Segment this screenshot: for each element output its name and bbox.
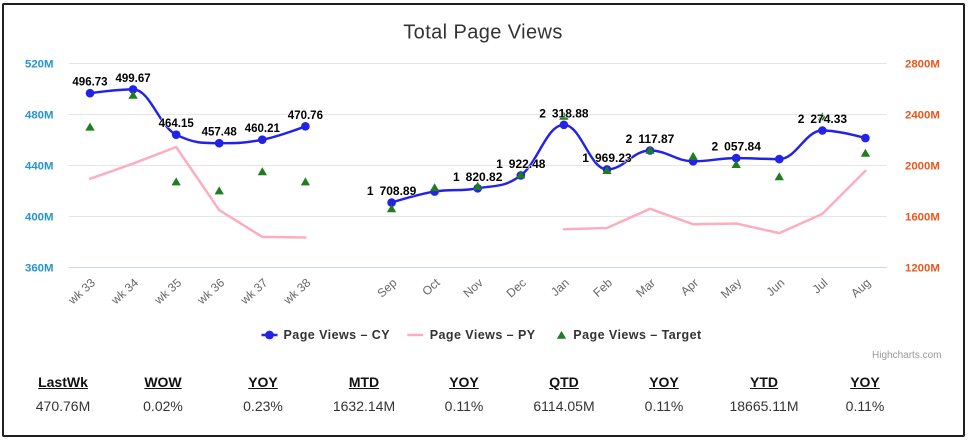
svg-text:2 274.33: 2 274.33 [798, 112, 848, 126]
svg-text:1200M: 1200M [905, 263, 940, 275]
svg-text:wk 38: wk 38 [280, 275, 314, 307]
svg-text:Sep: Sep [374, 275, 399, 300]
svg-text:2 117.87: 2 117.87 [626, 132, 675, 146]
svg-text:2400M: 2400M [905, 110, 940, 122]
svg-text:460.21: 460.21 [245, 123, 281, 135]
svg-text:wk 37: wk 37 [237, 275, 271, 307]
svg-text:Feb: Feb [590, 275, 615, 299]
svg-text:520M: 520M [25, 59, 54, 71]
svg-text:wk 34: wk 34 [108, 275, 142, 307]
svg-text:1 820.82: 1 820.82 [453, 170, 503, 184]
svg-text:499.67: 499.67 [116, 73, 151, 85]
svg-text:496.73: 496.73 [72, 77, 107, 89]
svg-text:Nov: Nov [460, 276, 485, 301]
svg-text:440M: 440M [25, 161, 54, 173]
svg-text:1600M: 1600M [905, 212, 940, 224]
svg-text:480M: 480M [25, 110, 54, 122]
svg-text:wk 36: wk 36 [194, 275, 228, 307]
svg-text:wk 35: wk 35 [151, 275, 185, 307]
svg-text:Oct: Oct [419, 275, 443, 298]
svg-text:Page Views – CY: Page Views – CY [284, 328, 391, 342]
svg-text:Jun: Jun [764, 276, 788, 299]
svg-text:Total Page Views: Total Page Views [403, 22, 562, 44]
svg-text:Page Views – PY: Page Views – PY [430, 328, 536, 342]
svg-text:400M: 400M [25, 212, 54, 224]
svg-text:Dec: Dec [504, 276, 529, 301]
svg-text:wk 33: wk 33 [65, 275, 99, 307]
svg-text:Jan: Jan [548, 276, 572, 299]
svg-text:May: May [718, 276, 744, 302]
svg-text:360M: 360M [25, 263, 54, 275]
svg-text:2 318.88: 2 318.88 [539, 106, 589, 120]
svg-text:457.48: 457.48 [202, 127, 238, 139]
svg-text:470.76: 470.76 [288, 110, 323, 122]
svg-text:1 969.23: 1 969.23 [582, 151, 632, 165]
svg-text:2800M: 2800M [905, 59, 940, 71]
svg-text:1 922.48: 1 922.48 [496, 157, 546, 171]
svg-text:2000M: 2000M [905, 161, 940, 173]
svg-text:464.15: 464.15 [159, 118, 195, 130]
svg-text:2 057.84: 2 057.84 [712, 140, 762, 154]
svg-text:1 708.89: 1 708.89 [367, 184, 417, 198]
svg-text:Aug: Aug [848, 276, 873, 301]
svg-text:Mar: Mar [633, 276, 658, 300]
svg-text:Highcharts.com: Highcharts.com [872, 350, 941, 361]
svg-text:Jul: Jul [810, 276, 831, 297]
svg-text:Apr: Apr [678, 276, 701, 299]
svg-text:Page Views – Target: Page Views – Target [573, 328, 702, 342]
